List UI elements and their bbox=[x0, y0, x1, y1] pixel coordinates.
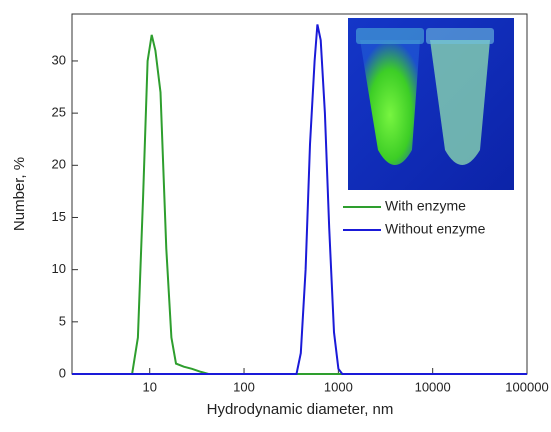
y-axis-title: Number, % bbox=[11, 157, 28, 231]
x-axis-title: Hydrodynamic diameter, nm bbox=[207, 401, 394, 418]
y-tick-label: 25 bbox=[52, 105, 66, 120]
x-tick-label: 100 bbox=[233, 379, 255, 394]
x-tick-label: 10 bbox=[142, 379, 156, 394]
series-line bbox=[72, 24, 527, 375]
x-tick-label: 1000 bbox=[324, 379, 353, 394]
y-tick-label: 10 bbox=[52, 261, 66, 276]
y-tick-label: 15 bbox=[52, 209, 66, 224]
x-tick-label: 100000 bbox=[505, 379, 548, 394]
x-tick-label: 10000 bbox=[415, 379, 451, 394]
legend-label: Without enzyme bbox=[385, 221, 486, 237]
y-tick-label: 20 bbox=[52, 157, 66, 172]
y-tick-label: 5 bbox=[59, 313, 66, 328]
inset-photo bbox=[348, 18, 514, 190]
legend-label: With enzyme bbox=[385, 198, 466, 214]
series-line bbox=[72, 34, 527, 375]
y-tick-label: 0 bbox=[59, 365, 66, 380]
y-tick-label: 30 bbox=[52, 52, 66, 67]
